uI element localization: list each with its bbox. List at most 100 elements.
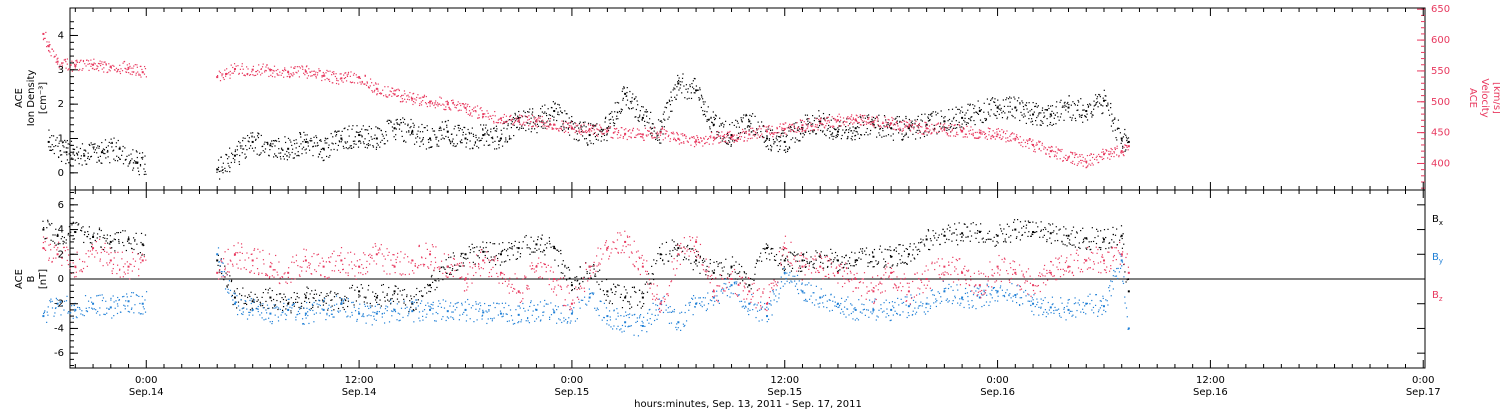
velocity-point bbox=[92, 63, 95, 66]
velocity-sample bbox=[310, 75, 312, 77]
velocity-sample bbox=[361, 82, 363, 84]
velocity-sample bbox=[1080, 162, 1082, 164]
ion-density-sample bbox=[470, 132, 472, 134]
velocity-sample bbox=[975, 137, 977, 139]
velocity-sample bbox=[503, 113, 505, 116]
bx-sample bbox=[404, 304, 407, 306]
velocity-sample bbox=[806, 127, 808, 130]
velocity-sample bbox=[1050, 145, 1053, 148]
velocity-sample bbox=[1085, 167, 1087, 169]
ion-density-sample bbox=[802, 132, 804, 135]
ion-density-sample bbox=[293, 139, 295, 142]
bx-sample bbox=[542, 251, 544, 253]
velocity-sample bbox=[811, 125, 813, 128]
bx-sample bbox=[236, 288, 238, 290]
velocity-sample bbox=[247, 68, 249, 70]
ion-density-sample bbox=[920, 119, 922, 121]
velocity-sample bbox=[465, 109, 468, 111]
bx-sample bbox=[415, 308, 417, 310]
ion-density-sample bbox=[776, 139, 778, 141]
ion-density-sample bbox=[770, 148, 772, 150]
bx-sample bbox=[741, 265, 743, 268]
by-point bbox=[712, 296, 715, 299]
velocity-sample bbox=[768, 125, 770, 127]
ion-density-sample bbox=[264, 141, 266, 143]
velocity-sample bbox=[488, 118, 490, 120]
ion-density-sample bbox=[875, 126, 877, 129]
velocity-point bbox=[375, 87, 378, 90]
velocity-sample bbox=[515, 117, 517, 119]
ion-density-sample bbox=[838, 128, 840, 131]
velocity-sample bbox=[1038, 140, 1040, 142]
ion-density-sample bbox=[749, 114, 751, 116]
velocity-sample bbox=[960, 129, 962, 132]
velocity-sample bbox=[1053, 150, 1055, 153]
velocity-sample bbox=[945, 132, 947, 134]
ion-density-sample bbox=[399, 124, 401, 126]
velocity-sample bbox=[911, 123, 914, 126]
ion-density-sample bbox=[350, 145, 352, 147]
ion-density-sample bbox=[796, 129, 799, 131]
bx-sample bbox=[564, 266, 566, 268]
ion-density-sample bbox=[847, 135, 849, 138]
ion-density-sample bbox=[804, 114, 807, 116]
velocity-sample bbox=[96, 67, 98, 70]
velocity-sample bbox=[613, 132, 615, 134]
velocity-sample bbox=[136, 66, 138, 68]
velocity-sample bbox=[744, 131, 746, 133]
ion-density-sample bbox=[252, 132, 254, 134]
bx-sample bbox=[256, 300, 258, 302]
velocity-point bbox=[446, 103, 449, 106]
ion-density-sample bbox=[103, 152, 105, 155]
bx-sample bbox=[317, 306, 319, 308]
ion-density-sample bbox=[136, 162, 138, 165]
bx-sample bbox=[841, 261, 843, 263]
bx-sample bbox=[803, 253, 805, 255]
bx-sample bbox=[565, 279, 568, 281]
ion-density-sample bbox=[542, 127, 544, 129]
ion-density-sample bbox=[662, 133, 664, 135]
bx-sample bbox=[463, 265, 465, 267]
bx-sample bbox=[1032, 233, 1034, 236]
velocity-point bbox=[641, 133, 644, 136]
velocity-sample bbox=[1111, 148, 1113, 151]
ion-density-sample bbox=[923, 132, 925, 134]
velocity-sample bbox=[1009, 139, 1012, 141]
velocity-sample bbox=[477, 117, 479, 119]
velocity-sample bbox=[819, 119, 821, 121]
bx-sample bbox=[961, 236, 963, 238]
ion-density-sample bbox=[834, 128, 836, 131]
bx-sample bbox=[810, 256, 812, 258]
ion-density-sample bbox=[1116, 139, 1118, 141]
bx-sample bbox=[427, 285, 429, 287]
ion-density-sample bbox=[1049, 116, 1051, 118]
velocity-sample bbox=[676, 133, 678, 135]
velocity-sample bbox=[401, 101, 403, 103]
ion-density-sample bbox=[554, 103, 556, 105]
velocity-sample bbox=[241, 63, 243, 65]
ion-density-sample bbox=[983, 111, 985, 113]
ion-density-sample bbox=[787, 148, 789, 151]
velocity-sample bbox=[90, 59, 92, 61]
ion-density-sample bbox=[121, 150, 124, 152]
velocity-sample bbox=[1014, 139, 1016, 142]
ion-density-sample bbox=[791, 129, 793, 131]
bx-sample bbox=[562, 272, 564, 274]
ion-density-sample bbox=[484, 127, 487, 129]
velocity-point bbox=[730, 135, 733, 138]
velocity-sample bbox=[679, 139, 681, 141]
velocity-sample bbox=[292, 75, 294, 77]
velocity-sample bbox=[449, 108, 451, 110]
ion-density-sample bbox=[551, 115, 554, 117]
velocity-sample bbox=[1044, 147, 1047, 149]
velocity-sample bbox=[110, 67, 112, 69]
ion-density-sample bbox=[995, 115, 997, 117]
ion-density-sample bbox=[133, 160, 136, 162]
ion-density-sample bbox=[1024, 104, 1026, 106]
bx-sample bbox=[747, 286, 749, 288]
bx-sample bbox=[1076, 232, 1078, 234]
velocity-sample bbox=[293, 67, 295, 69]
ion-density-sample bbox=[637, 119, 639, 121]
velocity-sample bbox=[1118, 154, 1120, 157]
bx-sample bbox=[1094, 236, 1096, 239]
